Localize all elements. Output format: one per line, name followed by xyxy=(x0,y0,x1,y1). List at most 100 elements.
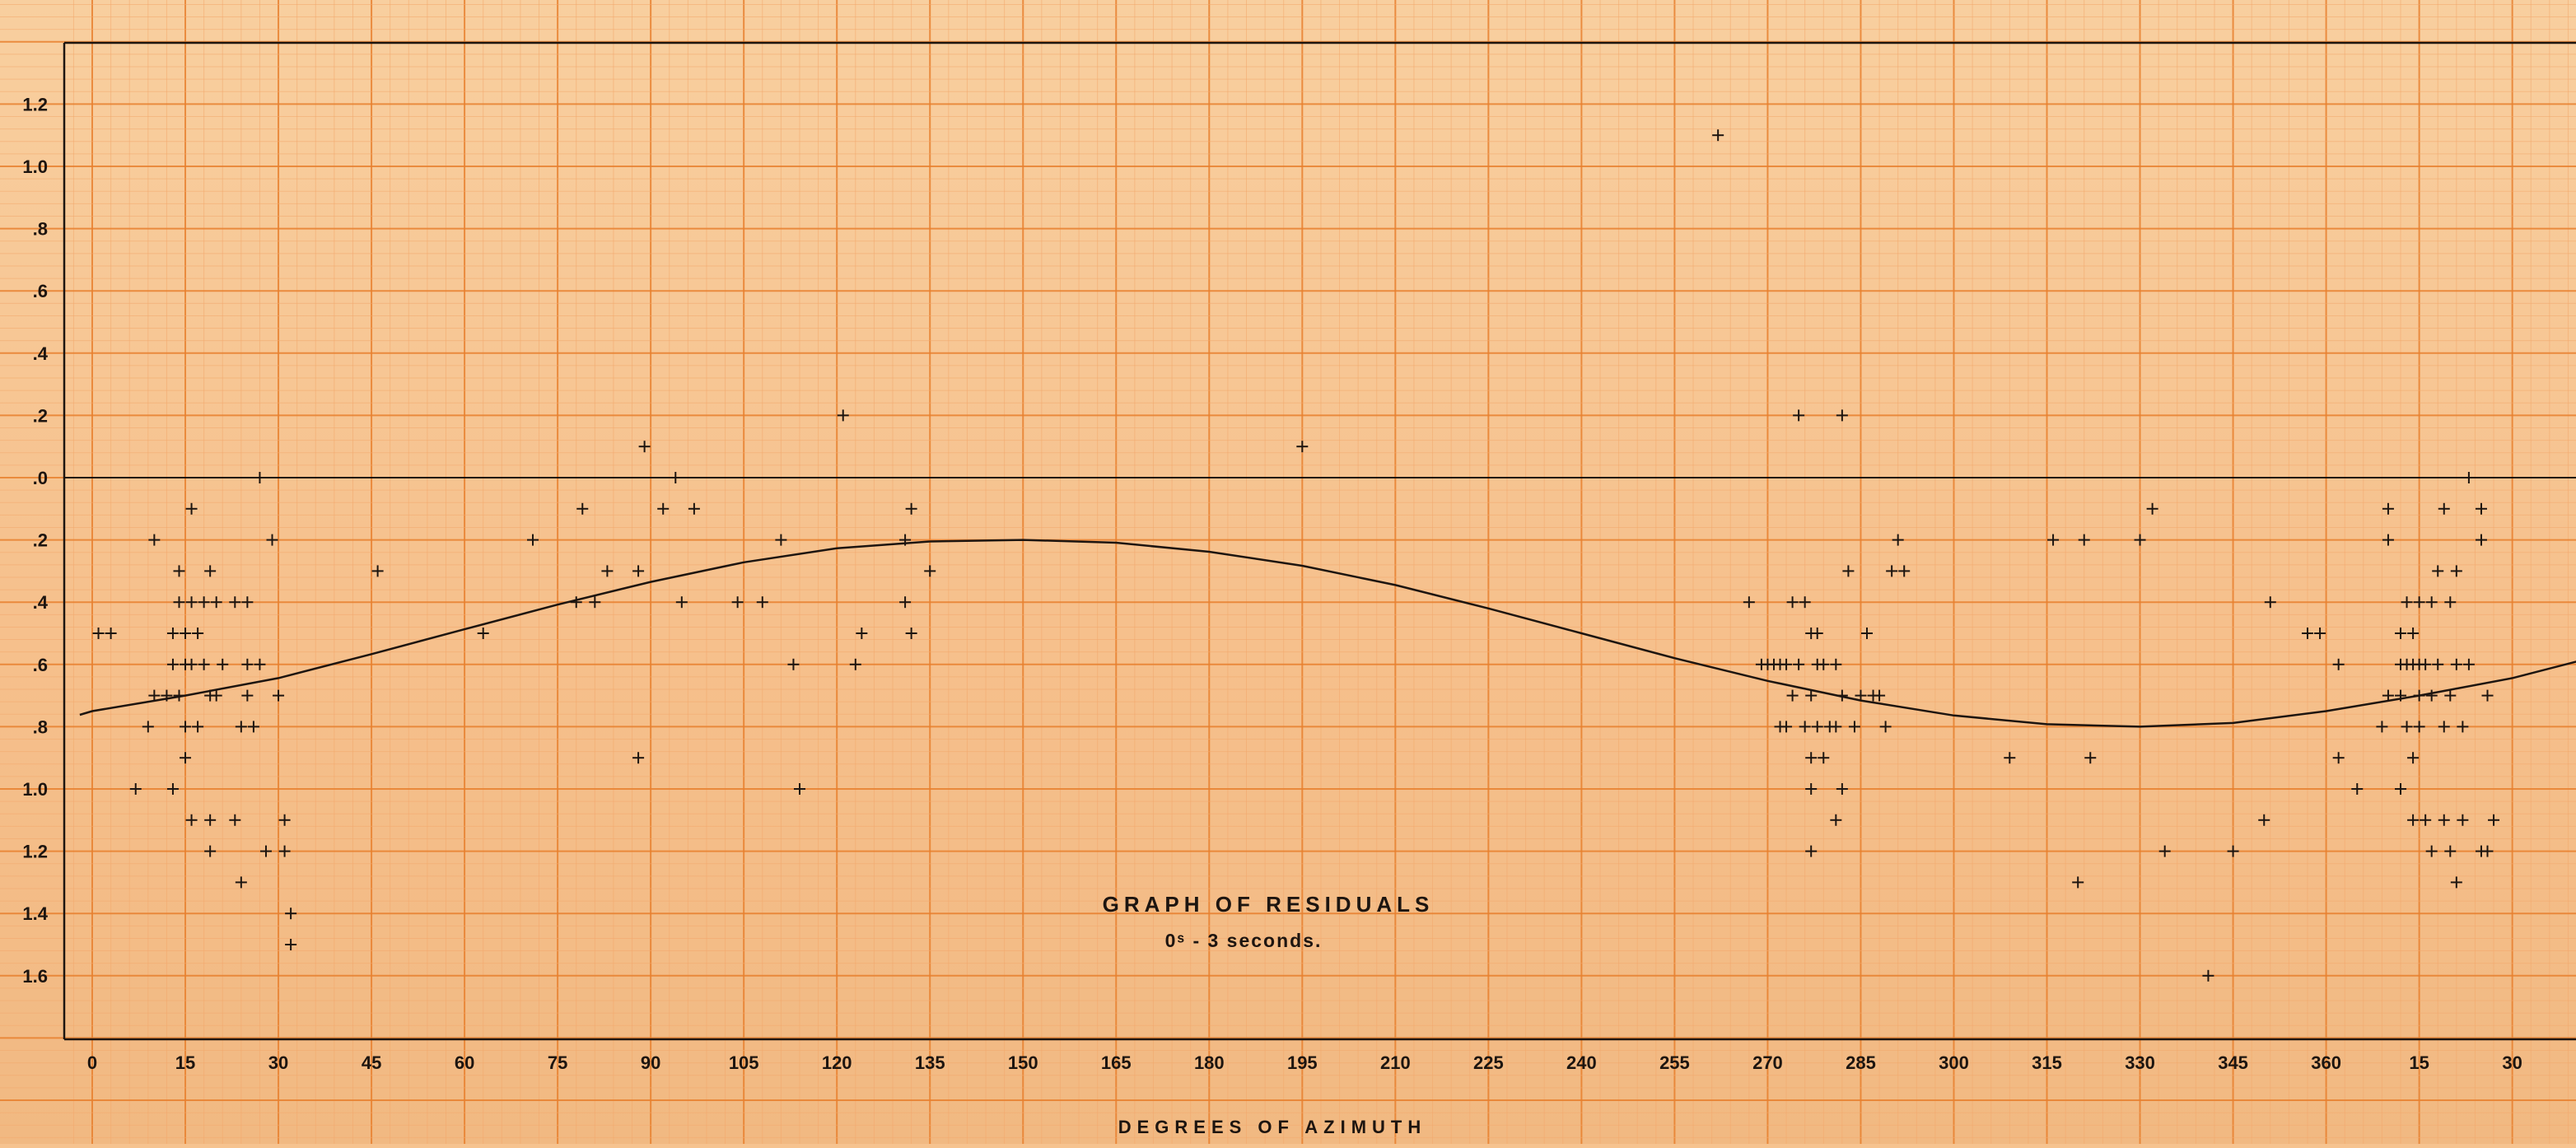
data-point xyxy=(1780,721,1793,733)
data-point xyxy=(1793,658,1805,670)
y-tick-label: .2 xyxy=(33,405,48,426)
y-tick-label: .4 xyxy=(33,592,49,613)
data-point xyxy=(285,908,297,920)
data-point xyxy=(632,752,645,764)
data-point xyxy=(2314,628,2326,639)
data-point xyxy=(1818,752,1830,764)
data-point xyxy=(2413,596,2425,609)
data-point xyxy=(589,596,601,609)
data-point xyxy=(1805,689,1818,702)
data-point xyxy=(2420,814,2432,826)
data-point xyxy=(173,596,185,609)
data-point xyxy=(2401,596,2413,609)
data-point xyxy=(2395,783,2407,795)
data-point xyxy=(254,472,266,483)
plot-frame xyxy=(63,41,2576,1041)
data-point xyxy=(2158,845,2171,857)
x-tick-label: 45 xyxy=(362,1052,381,1073)
y-tick-label: .2 xyxy=(33,530,48,551)
data-point xyxy=(1830,658,1842,670)
data-point xyxy=(2462,472,2475,483)
data-point xyxy=(905,502,917,515)
x-tick-label: 75 xyxy=(548,1052,567,1073)
data-point xyxy=(905,628,917,639)
data-point xyxy=(2413,689,2425,702)
y-tick-label: 1.6 xyxy=(22,966,48,987)
data-point xyxy=(1898,565,1911,577)
data-point xyxy=(2382,534,2394,546)
data-point xyxy=(2432,658,2444,670)
data-point xyxy=(1805,752,1818,764)
chart-title: GRAPH OF RESIDUALS xyxy=(1103,892,1435,917)
x-tick-label: 225 xyxy=(1473,1052,1504,1073)
data-point xyxy=(1811,721,1823,733)
data-point xyxy=(787,658,800,670)
data-point xyxy=(166,783,179,795)
x-tick-label: 195 xyxy=(1287,1052,1318,1073)
data-point xyxy=(1874,689,1886,702)
data-point xyxy=(2457,721,2469,733)
data-point xyxy=(235,876,247,889)
data-point xyxy=(1842,565,1855,577)
x-tick-label: 30 xyxy=(268,1052,288,1073)
chart-subtitle: 0ˢ - 3 seconds. xyxy=(1165,930,1323,951)
data-point xyxy=(1811,628,1823,639)
y-tick-label: 1.0 xyxy=(22,156,48,177)
x-tick-label: 15 xyxy=(175,1052,195,1073)
data-point xyxy=(775,534,787,546)
x-tick-label: 120 xyxy=(822,1052,852,1073)
data-point xyxy=(638,441,651,453)
data-point xyxy=(2395,628,2407,639)
data-point xyxy=(1743,596,1755,609)
data-point xyxy=(2425,845,2438,857)
data-point xyxy=(285,939,297,950)
data-point xyxy=(2202,969,2214,982)
data-point xyxy=(185,596,198,609)
data-point xyxy=(2407,628,2420,639)
data-point xyxy=(180,721,192,733)
x-axis-label: DEGREES OF AZIMUTH xyxy=(1118,1117,1427,1137)
data-point xyxy=(166,628,179,639)
data-point xyxy=(2382,502,2394,515)
data-point xyxy=(1830,814,1842,826)
data-point xyxy=(2078,534,2090,546)
x-tick-label: 15 xyxy=(2409,1052,2429,1073)
x-tick-label: 90 xyxy=(641,1052,660,1073)
data-point xyxy=(185,502,198,515)
data-point xyxy=(2084,752,2097,764)
y-tick-label: .8 xyxy=(33,219,48,240)
data-point xyxy=(148,689,161,702)
data-point xyxy=(526,534,539,546)
data-point xyxy=(2413,721,2425,733)
data-point xyxy=(2481,689,2494,702)
data-point xyxy=(2444,845,2457,857)
x-tick-label: 330 xyxy=(2125,1052,2155,1073)
data-point xyxy=(1793,409,1805,422)
data-point xyxy=(1892,534,1904,546)
data-point xyxy=(756,596,768,609)
data-point xyxy=(688,502,700,515)
x-tick-label: 285 xyxy=(1846,1052,1876,1073)
data-point xyxy=(1855,689,1867,702)
data-point xyxy=(576,502,589,515)
data-point xyxy=(1879,721,1892,733)
data-point xyxy=(2450,565,2462,577)
data-point xyxy=(2332,752,2345,764)
data-point xyxy=(204,814,217,826)
y-tick-label: .4 xyxy=(33,343,49,364)
data-point xyxy=(259,845,272,857)
data-point xyxy=(1712,129,1724,142)
y-tick-label: .6 xyxy=(33,655,48,675)
data-point xyxy=(1805,845,1818,857)
x-tick-labels: 0 15 30 45 60 75 90 105 120 135 150 165 180 195 210 225… xyxy=(87,1052,2522,1073)
data-point xyxy=(2401,721,2413,733)
data-point xyxy=(204,565,217,577)
data-point xyxy=(731,596,744,609)
x-tick-label: 60 xyxy=(455,1052,474,1073)
data-point xyxy=(185,814,198,826)
data-point xyxy=(670,472,682,483)
data-point xyxy=(204,845,217,857)
data-point xyxy=(2444,596,2457,609)
data-point xyxy=(1799,596,1811,609)
